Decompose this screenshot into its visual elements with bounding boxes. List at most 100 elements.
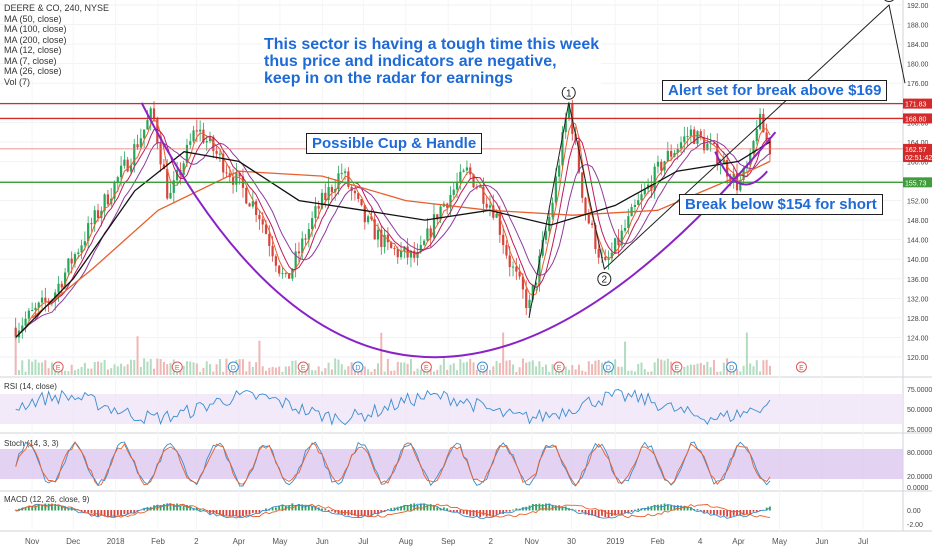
volume-bar xyxy=(215,364,218,375)
macd-histogram-bar xyxy=(601,510,603,516)
volume-bar xyxy=(663,360,666,375)
candle-body xyxy=(175,170,179,181)
volume-bar xyxy=(742,365,745,375)
x-tick-label: Sep xyxy=(441,537,456,546)
volume-bar xyxy=(643,369,646,375)
volume-bar xyxy=(432,371,435,375)
candle-body xyxy=(208,136,212,142)
macd-histogram-bar xyxy=(301,504,304,511)
macd-histogram-bar xyxy=(663,503,666,511)
y-tick-label: 136.00 xyxy=(907,277,929,284)
macd-histogram-bar xyxy=(755,510,758,512)
volume-bar xyxy=(689,364,692,375)
volume-bar xyxy=(594,360,597,375)
macd-histogram-bar xyxy=(163,503,165,511)
y-tick-label: 192.00 xyxy=(907,3,929,10)
macd-histogram-bar xyxy=(709,510,712,514)
volume-bar xyxy=(670,361,673,375)
macd-histogram-bar xyxy=(406,505,409,511)
volume-bar xyxy=(686,365,689,375)
candle-body xyxy=(218,153,222,155)
volume-bar xyxy=(439,364,442,375)
volume-bar xyxy=(409,358,412,375)
candle-body xyxy=(413,250,416,258)
dividend-marker xyxy=(726,361,738,373)
candle-body xyxy=(238,172,241,177)
volume-bar xyxy=(597,359,600,375)
volume-bar xyxy=(367,369,370,375)
volume-bar xyxy=(383,371,386,375)
macd-histogram-bar xyxy=(271,507,274,511)
macd-histogram-bar xyxy=(100,510,103,516)
candle-body xyxy=(367,216,370,223)
candle-body xyxy=(502,234,505,246)
candle-body xyxy=(113,182,116,199)
candle-body xyxy=(304,238,307,240)
volume-bar xyxy=(185,361,188,375)
volume-bar xyxy=(512,364,515,375)
volume-bar xyxy=(294,360,297,375)
candle-body xyxy=(44,297,47,302)
macd-histogram-bar xyxy=(330,510,333,512)
y-tick-label: 160.00 xyxy=(907,159,929,166)
candle-body xyxy=(185,144,189,164)
macd-histogram-bar xyxy=(110,510,113,517)
cup-handle-annotation[interactable]: Possible Cup & Handle xyxy=(306,133,483,154)
volume-bar xyxy=(571,365,574,375)
candle-body xyxy=(31,310,34,312)
volume-bar xyxy=(291,360,294,375)
sector-note-annotation[interactable]: This sector is having a tough time this … xyxy=(262,36,602,87)
volume-bar xyxy=(271,366,274,375)
stoch-tick-label: 0.0000 xyxy=(907,485,929,492)
macd-histogram-bar xyxy=(123,510,126,514)
candle-body xyxy=(712,142,716,144)
candle-body xyxy=(607,258,610,260)
candle-body xyxy=(640,194,643,201)
volume-bar xyxy=(238,359,241,375)
volume-bar xyxy=(614,359,617,375)
break-below-annotation[interactable]: Break below $154 for short xyxy=(679,194,883,215)
macd-histogram-bar xyxy=(617,510,620,515)
macd-histogram-bar xyxy=(60,505,63,511)
volume-bar xyxy=(212,371,215,375)
candle-body xyxy=(633,204,637,207)
candle-body xyxy=(551,202,554,217)
candle-body xyxy=(762,113,765,133)
candle-body xyxy=(287,273,291,279)
candle-body xyxy=(419,244,422,252)
volume-bar xyxy=(251,366,254,375)
candle-body xyxy=(696,131,699,144)
macd-histogram-bar xyxy=(307,505,310,511)
volume-bar xyxy=(376,363,379,375)
volume-bar xyxy=(630,370,633,375)
candle-body xyxy=(225,172,228,174)
volume-bar xyxy=(429,369,432,375)
volume-bar xyxy=(209,364,212,375)
candle-body xyxy=(475,187,478,189)
stoch-k-line xyxy=(15,441,771,487)
volume-bar xyxy=(255,362,258,375)
candle-body xyxy=(57,283,60,293)
volume-bar xyxy=(765,359,768,375)
macd-histogram-bar xyxy=(126,510,129,515)
volume-bar xyxy=(683,366,686,375)
volume-bar xyxy=(113,364,116,375)
volume-bar xyxy=(288,366,291,375)
candle-body xyxy=(567,103,571,119)
candle-body xyxy=(311,218,314,230)
volume-bar xyxy=(205,361,208,375)
event-marker-label: E xyxy=(175,365,180,372)
candle-body xyxy=(590,223,594,225)
candle-body xyxy=(103,194,106,211)
volume-bar xyxy=(564,366,567,375)
candle-body xyxy=(205,141,208,143)
macd-histogram-bar xyxy=(495,510,498,515)
candle-body xyxy=(34,307,37,311)
candle-body xyxy=(455,183,459,190)
volume-bar xyxy=(297,371,300,375)
macd-histogram-bar xyxy=(93,510,96,516)
candle-body xyxy=(564,118,567,133)
alert-annotation[interactable]: Alert set for break above $169 xyxy=(662,80,888,101)
